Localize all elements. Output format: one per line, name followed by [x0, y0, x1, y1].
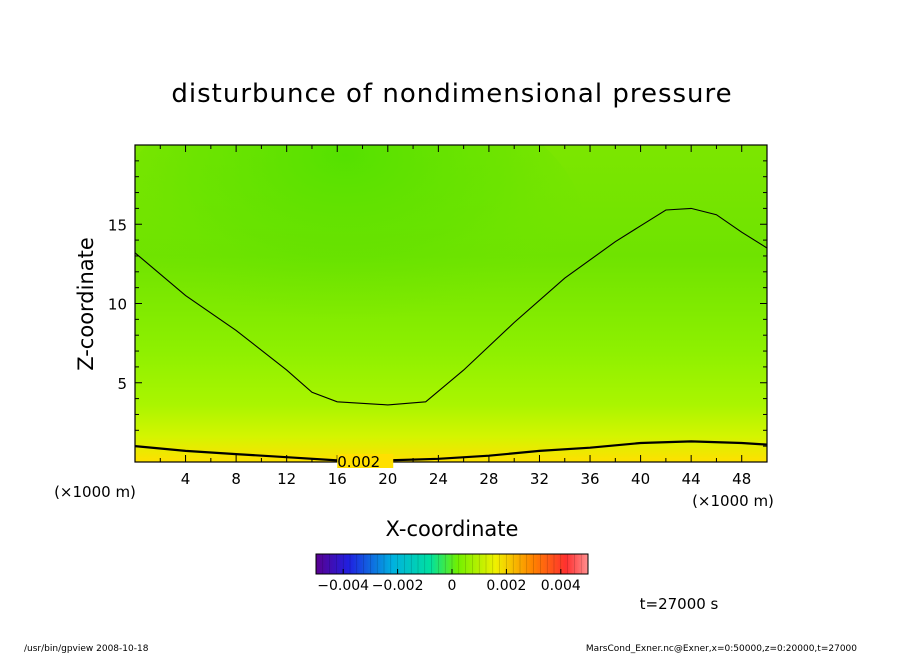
- x-tick-label: 36: [580, 470, 599, 488]
- y-tick-label: 10: [108, 296, 127, 314]
- x-tick-label: 48: [732, 470, 751, 488]
- colorbar-tick-label: −0.004: [317, 578, 369, 594]
- x-axis-title: X-coordinate: [386, 517, 519, 541]
- x-tick-label: 40: [631, 470, 650, 488]
- contour-label: 0.002: [337, 453, 380, 471]
- x-tick-label: 4: [181, 470, 191, 488]
- y-tick-label: 15: [108, 216, 127, 234]
- x-tick-label: 20: [378, 470, 397, 488]
- colorbar-tick-label: 0.002: [486, 578, 526, 594]
- y-axis-ticks: 5 10 15: [108, 144, 767, 463]
- x-tick-label: 44: [682, 470, 701, 488]
- y-tick-label: 5: [117, 375, 127, 393]
- x-tick-label: 28: [479, 470, 498, 488]
- x-unit: (×1000 m): [692, 492, 774, 510]
- x-tick-label: 24: [429, 470, 448, 488]
- field-core: [135, 145, 585, 380]
- x-left-unit: (×1000 m): [54, 483, 136, 501]
- contour-label-bg: [337, 454, 394, 468]
- footer-right: MarsCond_Exner.nc@Exner,x=0:50000,z=0:20…: [586, 644, 857, 654]
- x-tick-label: 12: [277, 470, 296, 488]
- y-axis-title: Z-coordinate: [74, 237, 98, 371]
- footer-left: /usr/bin/gpview 2008-10-18: [24, 644, 149, 654]
- contour-line: [135, 207, 767, 406]
- colorbar-ticks: −0.004 −0.002 0 0.002 0.004: [315, 554, 589, 594]
- chart-title: disturbunce of nondimensional pressure: [171, 79, 732, 109]
- x-tick-label: 32: [530, 470, 549, 488]
- colorbar-tick-label: 0: [448, 578, 457, 594]
- contour-group: [135, 207, 767, 462]
- contour-line: [135, 440, 767, 462]
- time-annotation: t=27000 s: [640, 595, 719, 613]
- colorbar-tick-label: 0.004: [541, 578, 581, 594]
- heatmap-field: [135, 145, 767, 462]
- x-tick-label: 16: [328, 470, 347, 488]
- colorbar-tick-label: −0.002: [372, 578, 424, 594]
- x-tick-label: 8: [231, 470, 241, 488]
